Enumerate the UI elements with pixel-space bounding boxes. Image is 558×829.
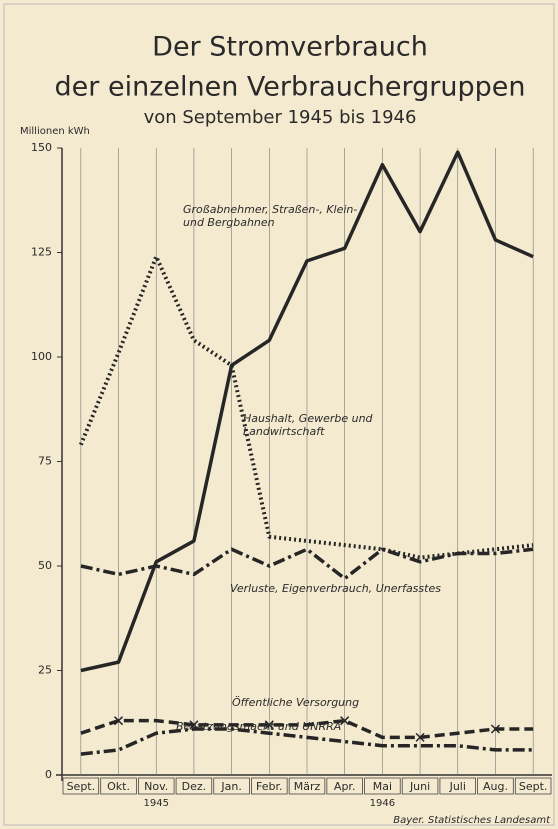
y-tick-label: 150 bbox=[31, 141, 52, 154]
series-marker bbox=[415, 732, 425, 742]
category-box bbox=[100, 777, 137, 795]
category-box bbox=[175, 777, 213, 795]
source: Bayer. Statistisches Landesamt bbox=[393, 815, 551, 826]
series-line bbox=[80, 150, 534, 673]
series-marker bbox=[340, 716, 350, 726]
x-tick-label: Jan. bbox=[220, 780, 241, 793]
series-marker bbox=[114, 716, 124, 726]
category-box bbox=[364, 777, 401, 795]
y-tick-label: 0 bbox=[45, 768, 52, 781]
x-tick-label: Juni bbox=[409, 780, 430, 793]
series-label: Großabnehmer, Straßen-, Klein- und Bergb… bbox=[183, 203, 358, 229]
y-tick-label: 25 bbox=[38, 664, 52, 677]
x-tick-label: Okt. bbox=[107, 780, 130, 793]
x-tick-label: Sept. bbox=[519, 780, 548, 793]
y-tick-label: 100 bbox=[31, 350, 52, 363]
y-axis-label: Millionen kWh bbox=[20, 126, 90, 137]
frame bbox=[3, 3, 555, 826]
series-line bbox=[80, 718, 534, 740]
y-tick-label: 125 bbox=[31, 246, 52, 259]
series-line bbox=[80, 727, 534, 756]
category-box bbox=[514, 777, 552, 795]
series-label: Verluste, Eigenverbrauch, Unerfasstes bbox=[230, 582, 441, 595]
x-tick-label: Aug. bbox=[483, 780, 508, 793]
series-marker bbox=[490, 724, 500, 734]
series-marker bbox=[264, 720, 274, 730]
x-tick-label: Sept. bbox=[67, 780, 96, 793]
y-tick-label: 50 bbox=[38, 559, 52, 572]
chart-title: Der Stromverbrauch bbox=[152, 32, 428, 63]
category-box bbox=[477, 777, 514, 795]
x-tick-label: Febr. bbox=[256, 780, 283, 793]
chart-title: der einzelnen Verbrauchergruppen bbox=[55, 72, 526, 103]
y-tick-label: 75 bbox=[38, 455, 52, 468]
series-line bbox=[80, 547, 534, 581]
category-box bbox=[213, 777, 250, 795]
x-tick-label: Mai bbox=[373, 780, 392, 793]
series-label: Öffentliche Versorgung bbox=[232, 696, 360, 709]
x-tick-label: Nov. bbox=[144, 780, 168, 793]
category-box bbox=[326, 777, 363, 795]
category-box bbox=[62, 777, 100, 795]
category-box bbox=[288, 777, 326, 795]
x-tick-label: März bbox=[294, 780, 321, 793]
category-box bbox=[137, 777, 175, 795]
chart-subtitle: von September 1945 bis 1946 bbox=[144, 107, 417, 128]
x-tick-label: Juli bbox=[449, 780, 466, 793]
category-box bbox=[439, 777, 477, 795]
series-label: Besatzungsmacht und UNRRA bbox=[176, 720, 342, 733]
category-box bbox=[251, 777, 288, 795]
category-box bbox=[401, 777, 439, 795]
series-label: Haushalt, Gewerbe und Landwirtschaft bbox=[243, 412, 373, 438]
x-tick-label: Dez. bbox=[182, 780, 207, 793]
x-year-label: 1945 bbox=[144, 798, 169, 809]
x-year-label: 1946 bbox=[370, 798, 395, 809]
x-tick-label: Apr. bbox=[334, 780, 356, 793]
